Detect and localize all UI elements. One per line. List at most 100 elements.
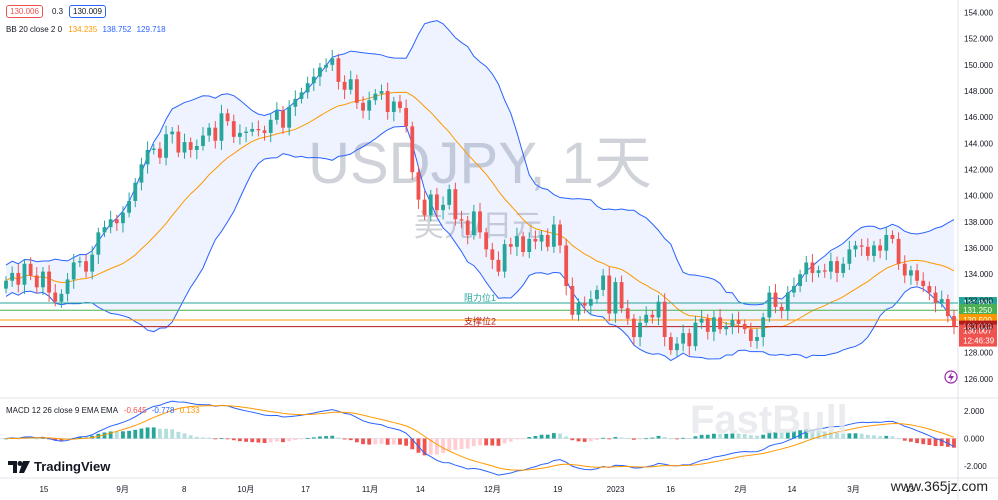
tradingview-logo[interactable]: TradingView [8, 459, 110, 474]
price-tick-label: 132.000 [964, 296, 993, 305]
candle-body [595, 289, 599, 300]
macd-histogram-bar [231, 438, 236, 441]
candle-body [718, 317, 722, 330]
candle-body [724, 326, 729, 330]
macd-histogram-bar [459, 438, 464, 449]
spread-value: 0.3 [52, 7, 64, 16]
macd-histogram-bar [736, 433, 741, 439]
candle-body [428, 194, 433, 216]
candle-body [712, 317, 716, 332]
candle-body [921, 280, 926, 287]
candle-body [441, 204, 445, 211]
candle-body [133, 182, 138, 201]
macd-histogram-bar [539, 434, 544, 439]
macd-histogram-bar [927, 438, 932, 446]
macd-histogram-bar [718, 433, 722, 439]
macd-histogram-bar [742, 434, 747, 439]
price-axis[interactable]: 154.000 152.000 150.000 148.000 146.000 144.0… [964, 9, 993, 471]
macd-histogram-bar [551, 433, 556, 439]
candle-body [22, 263, 27, 285]
macd-histogram-bar [213, 438, 218, 440]
candle-body [884, 234, 889, 251]
time-axis[interactable]: 15 9月 8 10月 17 11月 14 12月 19 2023 16 2月 14 3月 13 [39, 485, 914, 494]
macd-histogram-bar [348, 438, 353, 441]
candle-body [459, 219, 464, 221]
bb-upper-line [5, 20, 955, 306]
bid-price-box[interactable]: 130.006 [6, 5, 43, 18]
candle-body [890, 234, 895, 239]
candle-body [792, 286, 796, 293]
macd-histogram-bar [767, 432, 772, 439]
candle-body [34, 275, 39, 288]
candle-body [324, 64, 329, 68]
candle-body [521, 236, 525, 252]
candle-body [311, 76, 316, 84]
candle-body [416, 172, 421, 200]
ask-price-box[interactable]: 130.009 [69, 5, 106, 18]
level-price-tag [959, 304, 997, 317]
macd-histogram-bar [262, 438, 267, 443]
macd-histogram-bar [410, 438, 415, 450]
macd-histogram-bar [367, 438, 372, 445]
time-tick-label: 19 [553, 485, 562, 494]
macd-histogram-bar [471, 438, 476, 447]
macd-histogram-bar [53, 438, 58, 441]
candle-body [748, 329, 753, 341]
price-tick-label: 128.000 [964, 349, 993, 358]
candle-body [354, 79, 359, 103]
macd-histogram-bar [201, 437, 205, 439]
bb-lower-line [5, 125, 955, 362]
candle-body [465, 220, 470, 235]
macd-histogram-bar [730, 433, 735, 439]
candle-body [785, 292, 790, 311]
candle-body [231, 121, 236, 137]
price-tick-label: 126.000 [964, 375, 993, 384]
macd-tick-label: 2.000 [964, 407, 985, 416]
macd-histogram-bar [564, 436, 569, 439]
candle-body [681, 333, 686, 344]
candle-body [164, 134, 168, 158]
candle-body [909, 270, 913, 276]
time-tick-label: 13 [905, 485, 914, 494]
macd-histogram-bar [447, 438, 452, 451]
macd-histogram-bar [761, 434, 766, 439]
macd-histogram-bar [662, 437, 667, 439]
candle-body [305, 83, 310, 93]
macd-histogram-bar [675, 438, 679, 440]
candle-body [96, 232, 101, 255]
price-tick-label: 138.000 [964, 218, 993, 227]
macd-legend[interactable]: MACD 12 26 close 9 EMA EMA -0.645 -0.778… [6, 406, 200, 415]
bb-label: BB 20 close 2 0 [6, 25, 63, 34]
macd-histogram-bar [422, 438, 427, 456]
price-tick-label: 146.000 [964, 113, 993, 122]
candle-body [404, 108, 409, 127]
candle-body [139, 164, 144, 183]
candle-body [71, 262, 76, 280]
lightning-icon[interactable] [944, 370, 958, 384]
macd-histogram-bar [182, 433, 187, 439]
candle-body [533, 238, 538, 242]
candle-body [755, 337, 759, 341]
macd-tick-label: 0.000 [964, 435, 985, 444]
candle-body [853, 245, 858, 250]
macd-histogram-bar [391, 438, 396, 445]
candle-body [515, 236, 519, 247]
macd-line [5, 400, 955, 476]
candle-body [121, 212, 125, 224]
price-tick-label: 130.000 [964, 323, 993, 332]
macd-histogram-bar [336, 437, 341, 439]
candle-body [379, 91, 384, 94]
macd-histogram-bar [915, 438, 919, 444]
candle-body [391, 101, 396, 112]
macd-histogram-bar [933, 438, 938, 447]
bb-legend[interactable]: BB 20 close 2 0 134.235 138.752 129.718 [6, 25, 166, 34]
macd-histogram-bar [582, 438, 587, 442]
macd-line-value: -0.778 [151, 406, 175, 415]
macd-histogram-bar [527, 437, 532, 439]
macd-histogram-bar [133, 429, 138, 439]
macd-histogram-bar [859, 433, 864, 439]
price-tick-label: 150.000 [964, 61, 993, 70]
macd-histogram-bar [502, 438, 507, 444]
macd-histogram-bar [435, 438, 439, 455]
current-price-tag [959, 324, 997, 347]
